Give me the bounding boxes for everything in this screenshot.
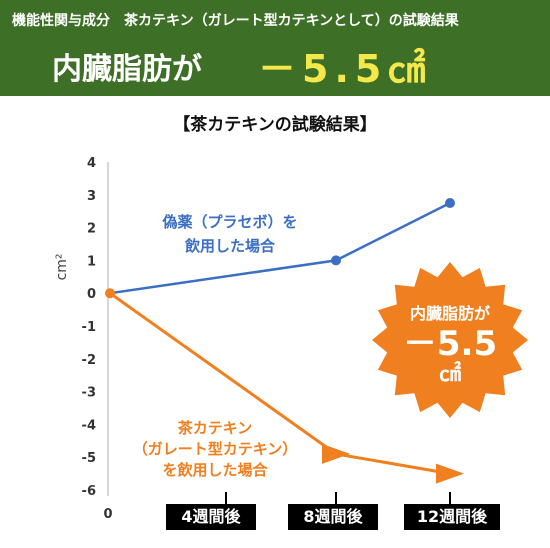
placebo-point [331,255,341,266]
placebo-annotation-line-2: 飲用した場合 [184,237,275,255]
header-headline-value: －5.5㎠ [258,47,432,91]
tea-catechin-point [436,463,464,484]
y-tick-label: -6 [82,484,96,499]
callout-line-1: 内臓脂肪が [409,304,490,323]
header-subtitle: 機能性関与成分 茶カテキン（ガレート型カテキンとして）の試験結果 [12,13,459,29]
tea-catechin-point [322,443,350,464]
placebo-point [445,198,455,208]
tea-catechin-annotation: 茶カテキン （ガレート型カテキン） を飲用した場合 [90,418,340,481]
y-tick-label: -2 [82,353,96,368]
placebo-annotation-line-1: 偽薬（プラセボ）を [162,213,298,231]
x-label-12-weeks: 12週間後 [404,504,500,530]
callout-line-3: ㎠ [438,362,461,387]
y-tick-label: -5 [82,451,96,466]
y-tick-label: 2 [87,222,96,237]
y-tick-label: 0 [87,287,96,302]
callout-line-2: －5.5 [402,324,498,364]
y-tick-label: -4 [82,418,96,433]
placebo-annotation: 偽薬（プラセボ）を 飲用した場合 [150,210,310,258]
header-headline: 内臓脂肪が [52,52,202,87]
y-tick-label: 3 [87,189,96,204]
callout-badge [372,262,528,418]
y-axis-label: cm² [54,253,70,280]
x-label-4-weeks: 4週間後 [166,504,256,530]
callout-badge-text: 内臓脂肪が －5.5 ㎠ [380,300,520,386]
tea-catechin-annotation-line-1: 茶カテキン [177,419,253,437]
x-origin-label: 0 [103,507,112,522]
origin-point [105,288,115,299]
y-tick-label: 1 [87,254,96,269]
y-tick-label: 4 [87,156,96,171]
y-tick-label: -3 [82,386,96,401]
y-tick-label: -1 [82,320,96,335]
x-label-8-weeks: 8週間後 [288,504,378,530]
tea-catechin-annotation-line-2: （ガレート型カテキン） [132,440,298,458]
header-banner: 機能性関与成分 茶カテキン（ガレート型カテキンとして）の試験結果 内臓脂肪が －… [0,0,550,96]
chart-title: 【茶カテキンの試験結果】 [173,115,377,135]
tea-catechin-annotation-line-3: を飲用した場合 [162,461,268,479]
